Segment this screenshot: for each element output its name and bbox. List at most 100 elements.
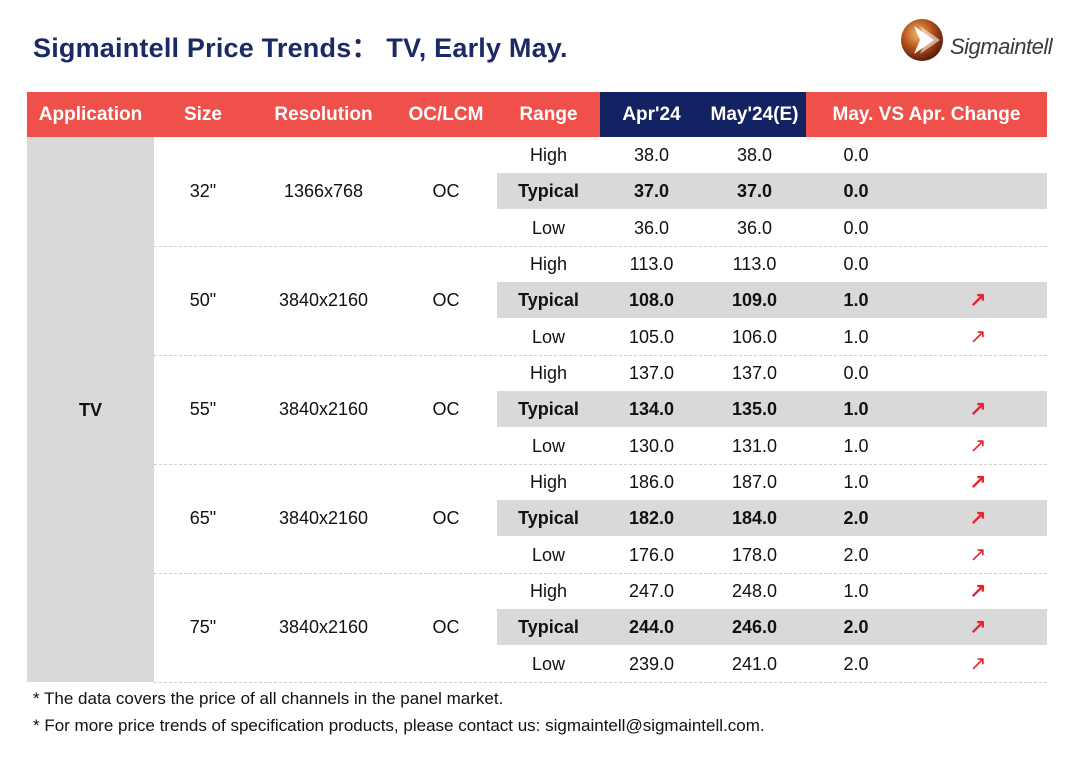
typical-row-shade — [497, 282, 1047, 319]
resolution-cell: 3840x2160 — [278, 290, 369, 311]
oc-lcm-cell: OC — [432, 617, 460, 638]
may-value-cell: 187.0 — [731, 471, 778, 492]
range-cell: High — [529, 580, 568, 601]
range-cell: Low — [531, 326, 566, 347]
header-apr: Apr'24 — [622, 104, 681, 125]
logo-icon — [901, 19, 943, 61]
apr-value-cell: 239.0 — [628, 653, 675, 674]
range-cell: Typical — [518, 617, 579, 638]
header-range: Range — [519, 104, 578, 125]
may-value-cell: 109.0 — [731, 290, 778, 311]
header-oc-lcm: OC/LCM — [408, 104, 484, 125]
change-value-cell: 2.0 — [843, 617, 869, 638]
change-value-cell: 1.0 — [843, 471, 869, 492]
oc-lcm-cell: OC — [432, 399, 460, 420]
apr-value-cell: 176.0 — [628, 544, 675, 565]
may-value-cell: 246.0 — [731, 617, 778, 638]
apr-value-cell: 108.0 — [628, 290, 675, 311]
header-size: Size — [183, 104, 223, 125]
may-value-cell: 106.0 — [731, 326, 778, 347]
size-cell: 75" — [189, 617, 217, 638]
sigmaintell-logo: Sigmaintell — [900, 14, 1053, 70]
size-cell: 55" — [189, 399, 217, 420]
may-value-cell: 178.0 — [731, 544, 778, 565]
change-value-cell: 0.0 — [843, 217, 869, 238]
header-may: May'24(E) — [710, 104, 799, 125]
trend-up-icon: ↗ — [969, 507, 987, 530]
trend-up-icon: ↗ — [969, 652, 987, 675]
group-divider — [154, 245, 1047, 247]
group-divider — [154, 463, 1047, 465]
range-cell: High — [529, 471, 568, 492]
change-value-cell: 0.0 — [843, 181, 869, 202]
may-value-cell: 131.0 — [731, 435, 778, 456]
change-value-cell: 2.0 — [843, 544, 869, 565]
apr-value-cell: 247.0 — [628, 580, 675, 601]
table-header — [27, 92, 1047, 137]
page-title: Sigmaintell Price Trends： TV, Early May. — [33, 33, 568, 63]
change-value-cell: 0.0 — [843, 362, 869, 383]
trend-up-icon: ↗ — [969, 398, 987, 421]
size-cell: 32" — [189, 181, 217, 202]
trend-up-icon: ↗ — [969, 579, 987, 602]
may-value-cell: 241.0 — [731, 653, 778, 674]
header-resolution: Resolution — [274, 104, 373, 125]
apr-value-cell: 186.0 — [628, 471, 675, 492]
range-cell: Typical — [518, 181, 579, 202]
trend-up-icon: ↗ — [969, 289, 987, 312]
may-value-cell: 248.0 — [731, 580, 778, 601]
group-divider — [154, 354, 1047, 356]
change-value-cell: 0.0 — [843, 253, 869, 274]
may-value-cell: 135.0 — [731, 399, 778, 420]
trend-up-icon: ↗ — [969, 325, 987, 348]
trend-up-icon: ↗ — [969, 470, 987, 493]
range-cell: High — [529, 362, 568, 383]
apr-value-cell: 182.0 — [628, 508, 675, 529]
table-bottom-line — [154, 681, 1047, 683]
change-value-cell: 1.0 — [843, 399, 869, 420]
typical-row-shade — [497, 609, 1047, 646]
apr-value-cell: 105.0 — [628, 326, 675, 347]
may-value-cell: 113.0 — [732, 253, 777, 274]
may-value-cell: 184.0 — [731, 508, 778, 529]
range-cell: Low — [531, 544, 566, 565]
apr-value-cell: 134.0 — [628, 399, 675, 420]
apr-value-cell: 130.0 — [628, 435, 675, 456]
may-value-cell: 38.0 — [736, 145, 773, 165]
range-cell: High — [529, 253, 568, 274]
change-value-cell: 2.0 — [843, 508, 869, 529]
typical-row-shade — [497, 391, 1047, 428]
footnote-1: * The data covers the price of all chann… — [33, 689, 504, 708]
change-value-cell: 1.0 — [843, 290, 869, 311]
change-value-cell: 2.0 — [843, 653, 869, 674]
typical-row-shade — [497, 173, 1047, 210]
typical-row-shade — [497, 500, 1047, 537]
logo-text: Sigmaintell — [950, 34, 1053, 59]
apr-value-cell: 137.0 — [628, 362, 675, 383]
trend-up-icon: ↗ — [969, 434, 987, 457]
application-label: TV — [78, 400, 102, 420]
resolution-cell: 3840x2160 — [278, 617, 369, 638]
footnote-2: * For more price trends of specification… — [33, 716, 765, 735]
may-value-cell: 137.0 — [731, 362, 778, 383]
change-value-cell: 0.0 — [843, 145, 869, 165]
may-value-cell: 37.0 — [736, 181, 773, 202]
oc-lcm-cell: OC — [432, 181, 460, 202]
range-cell: Typical — [518, 399, 579, 420]
apr-value-cell: 37.0 — [633, 181, 670, 202]
range-cell: Low — [531, 653, 566, 674]
apr-value-cell: 36.0 — [633, 217, 670, 238]
range-cell: Typical — [518, 508, 579, 529]
header-application: Application — [38, 104, 143, 125]
group-divider — [154, 572, 1047, 574]
month-header-highlight — [600, 92, 806, 137]
oc-lcm-cell: OC — [432, 508, 460, 529]
change-value-cell: 1.0 — [843, 326, 869, 347]
trend-up-icon: ↗ — [969, 543, 987, 566]
trend-up-icon: ↗ — [969, 616, 987, 639]
range-cell: Low — [531, 435, 566, 456]
change-value-cell: 1.0 — [843, 435, 869, 456]
apr-value-cell: 244.0 — [628, 617, 675, 638]
range-cell: High — [529, 145, 568, 165]
change-value-cell: 1.0 — [843, 580, 869, 601]
